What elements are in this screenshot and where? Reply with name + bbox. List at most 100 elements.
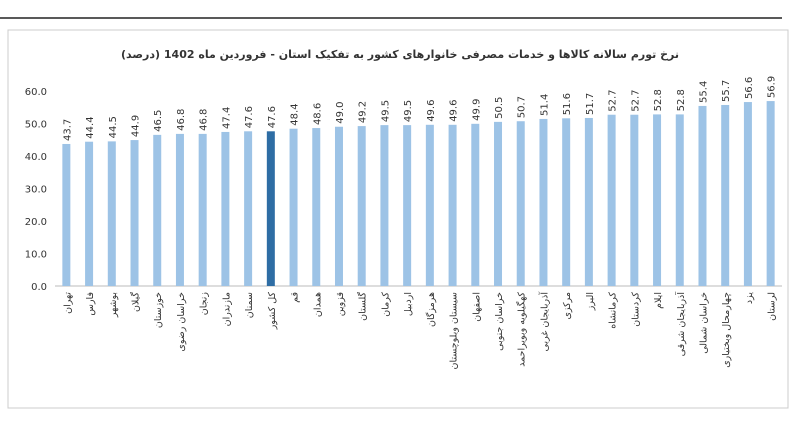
value-label: 56.9 — [767, 76, 778, 98]
bar — [607, 114, 616, 286]
value-label: 46.5 — [153, 110, 164, 132]
y-tick-label: 50.0 — [25, 120, 47, 131]
bar — [675, 114, 684, 287]
value-label: 49.6 — [449, 100, 460, 122]
x-tick-label: گلستان — [357, 292, 369, 321]
value-label: 50.5 — [494, 97, 505, 119]
bar — [766, 101, 775, 286]
value-label: 49.5 — [380, 100, 391, 122]
x-tick-label: کهگیلویه وبویراحمد — [516, 292, 528, 367]
bar — [403, 125, 412, 286]
x-tick-label: آذربایجان شرقی — [674, 292, 687, 357]
value-label: 52.8 — [653, 89, 664, 111]
x-tick-label: همدان — [312, 292, 323, 317]
x-tick-label: زنجان — [199, 292, 210, 316]
x-tick-label: هرمزگان — [425, 292, 437, 327]
bar — [562, 118, 571, 286]
bar — [494, 121, 503, 286]
y-tick-label: 40.0 — [25, 152, 47, 163]
value-label: 46.8 — [199, 109, 210, 131]
bar — [153, 134, 162, 286]
bar — [539, 118, 548, 286]
x-tick-label: لرستان — [767, 292, 778, 321]
bar — [653, 114, 662, 287]
x-tick-label: سیستان وبلوچستان — [449, 292, 460, 369]
value-label: 55.4 — [698, 81, 709, 103]
bar — [85, 141, 94, 286]
value-label: 52.8 — [676, 89, 687, 111]
bar — [62, 143, 71, 286]
value-label: 48.6 — [312, 103, 323, 125]
value-label: 51.6 — [562, 93, 573, 115]
x-tick-label: کرمانشاه — [608, 292, 619, 329]
x-tick-label: تهران — [62, 292, 73, 314]
x-tick-label: اصفهان — [471, 292, 482, 322]
bar — [471, 123, 480, 286]
bar — [743, 102, 752, 286]
bar — [448, 124, 457, 286]
x-tick-label: یزد — [744, 292, 755, 304]
value-label: 52.7 — [630, 89, 641, 111]
bar — [266, 131, 275, 286]
x-tick-label: بوشهر — [108, 292, 119, 318]
bar — [698, 105, 707, 286]
value-label: 44.4 — [85, 116, 96, 138]
value-label: 46.8 — [176, 109, 187, 131]
y-tick-label: 60.0 — [25, 87, 47, 98]
y-tick-label: 10.0 — [25, 250, 47, 261]
bar — [198, 133, 207, 286]
bar — [289, 128, 298, 286]
value-label: 48.4 — [290, 103, 301, 125]
x-tick-label: گیلان — [130, 292, 142, 313]
bar — [175, 133, 184, 286]
value-label: 43.7 — [62, 119, 73, 141]
bar — [584, 117, 593, 286]
bar — [107, 141, 116, 286]
y-tick-label: 20.0 — [25, 217, 47, 228]
x-tick-label: اردبیل — [403, 292, 414, 316]
x-tick-label: کل کشور — [267, 292, 278, 331]
value-label: 56.6 — [744, 77, 755, 99]
x-tick-label: خراسان جنوبی — [494, 292, 505, 351]
value-label: 50.7 — [517, 96, 528, 118]
bar — [334, 126, 343, 286]
x-tick-label: کردستان — [630, 292, 641, 327]
bar — [516, 121, 525, 286]
bar — [630, 114, 639, 286]
x-tick-label: ایلام — [653, 292, 664, 309]
bar — [130, 140, 139, 286]
chart-title: نرخ تورم سالانه کالاها و خدمات مصرفی خان… — [121, 48, 679, 61]
value-label: 49.5 — [403, 100, 414, 122]
x-tick-label: مازندران — [221, 292, 232, 326]
x-tick-label: خراسان شمالی — [698, 292, 709, 354]
x-tick-label: فارس — [85, 292, 96, 316]
x-tick-label: چهارمحال وبختیاری — [721, 292, 732, 368]
value-label: 44.5 — [108, 116, 119, 138]
x-tick-label: قم — [290, 292, 301, 303]
x-tick-label: البرز — [585, 292, 596, 311]
value-label: 44.9 — [131, 115, 142, 137]
x-tick-label: آذربایجان غربی — [537, 292, 550, 352]
y-tick-label: 0.0 — [31, 282, 47, 293]
value-label: 47.6 — [267, 106, 278, 128]
value-label: 49.0 — [335, 101, 346, 123]
value-label: 51.4 — [539, 94, 550, 116]
x-tick-label: خوزستان — [153, 292, 164, 328]
bar — [721, 104, 730, 286]
y-tick-label: 30.0 — [25, 185, 47, 196]
value-label: 47.6 — [244, 106, 255, 128]
value-label: 55.7 — [721, 80, 732, 102]
bar — [380, 125, 389, 286]
value-label: 49.9 — [471, 99, 482, 121]
bar — [244, 131, 253, 286]
x-tick-label: قزوین — [335, 292, 346, 316]
bar — [312, 128, 321, 286]
bar — [221, 131, 230, 286]
value-label: 51.7 — [585, 93, 596, 115]
value-label: 47.4 — [221, 107, 232, 129]
x-tick-label: کرمان — [380, 292, 391, 317]
value-label: 52.7 — [608, 89, 619, 111]
frame — [7, 29, 789, 409]
bar — [357, 126, 366, 286]
